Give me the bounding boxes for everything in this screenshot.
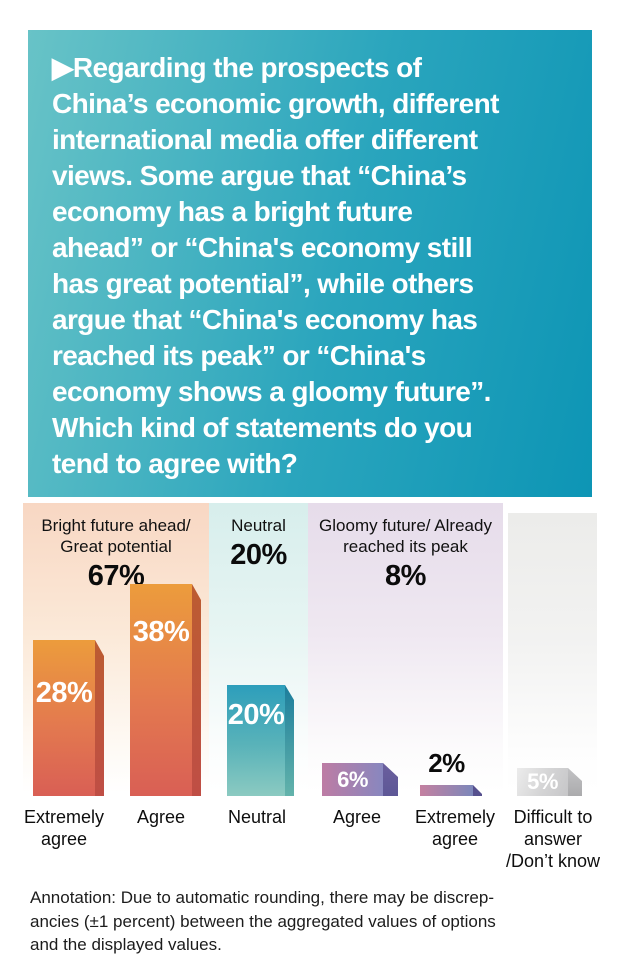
group-total-neutral: 20% xyxy=(230,539,287,571)
group-label-gloomy-future: Gloomy future/ Already reached its peak xyxy=(319,516,492,556)
bar-side-face xyxy=(285,685,294,796)
bar-value-label: 5% xyxy=(527,769,558,794)
bar-value-label: 28% xyxy=(35,677,93,709)
bar-front-face xyxy=(420,785,473,796)
bar-front-face: 28% xyxy=(33,640,95,796)
bar-agree-bright: 38% xyxy=(130,584,201,796)
bar-front-face: 38% xyxy=(130,584,192,796)
bar-value-label: 20% xyxy=(227,699,285,731)
bar-side-face xyxy=(383,763,398,796)
group-label-bright-future: Bright future ahead/ Great potential xyxy=(41,516,191,556)
category-label-difficult-to-answer: Difficult to answer /Don’t know xyxy=(505,807,601,871)
bar-side-face xyxy=(95,640,104,796)
bar-front-face: 5% xyxy=(517,768,568,796)
category-label-agree-gloomy: Agree xyxy=(332,807,382,827)
bar-value-label: 38% xyxy=(132,616,190,648)
bar-agree-gloomy: 6% xyxy=(322,763,398,796)
bar-extremely-agree-bright: 28% xyxy=(33,640,104,796)
annotation-text: Annotation: Due to automatic rounding, t… xyxy=(30,888,496,954)
bar-difficult-to-answer: 5% xyxy=(517,768,582,796)
category-label-agree-bright: Agree xyxy=(136,807,186,827)
group-label-neutral: Neutral xyxy=(231,516,286,535)
bar-extremely-agree-gloomy xyxy=(420,785,482,796)
category-label-extremely-agree-bright: Extremely agree xyxy=(23,807,104,849)
bar-neutral: 20% xyxy=(227,685,294,796)
question-text: ▶Regarding the prospects of China’s econ… xyxy=(52,52,499,479)
panel-gloomy-future: Gloomy future/ Already reached its peak … xyxy=(308,503,503,793)
group-total-gloomy-future: 8% xyxy=(385,560,426,592)
bar-side-face xyxy=(473,785,482,796)
bar-front-face: 20% xyxy=(227,685,285,796)
question-box: ▶Regarding the prospects of China’s econ… xyxy=(28,30,592,497)
panel-difficult-to-answer xyxy=(508,513,597,793)
bar-side-face xyxy=(568,768,582,796)
bar-value-label-extremely-agree-gloomy: 2% xyxy=(428,748,465,778)
bar-value-label: 6% xyxy=(337,766,368,792)
category-label-neutral: Neutral xyxy=(227,807,287,827)
bar-front-face: 6% xyxy=(322,763,383,796)
bar-side-face xyxy=(192,584,201,796)
category-label-extremely-agree-gloomy: Extremely agree xyxy=(414,807,495,849)
